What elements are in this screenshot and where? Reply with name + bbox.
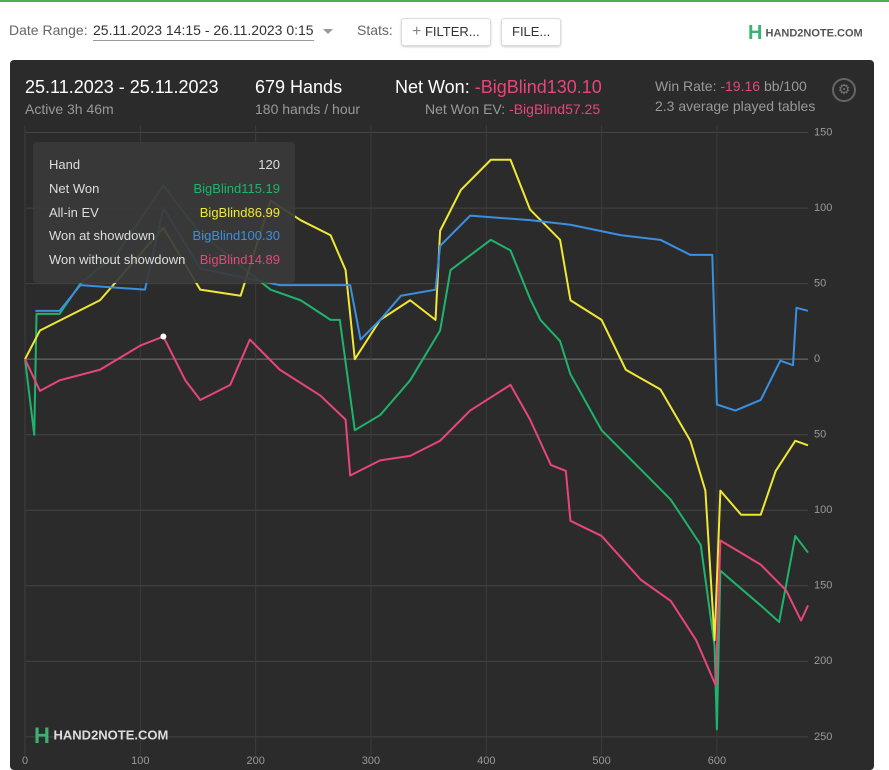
hands: 679 Hands [255, 77, 343, 97]
settings-button[interactable]: ⚙ [832, 78, 856, 102]
tooltip-series-value: BigBlind100.30 [192, 228, 280, 243]
net-won-ev: Net Won EV: -BigBlind57.25 [425, 101, 600, 117]
y-tick-label: 100 [814, 504, 832, 516]
x-tick-label: 400 [477, 755, 495, 765]
active-time: Active 3h 46m [25, 101, 114, 117]
date-range-label: Date Range: [9, 22, 88, 38]
y-tick-label: 100 [814, 202, 832, 214]
period: 25.11.2023 - 25.11.2023 [25, 77, 219, 97]
file-button[interactable]: FILE... [501, 18, 562, 46]
hover-dot [160, 333, 167, 340]
tooltip-hand: 120 [258, 157, 280, 172]
date-range-select[interactable]: 25.11.2023 14:15 - 26.11.2023 0:15 [93, 22, 314, 41]
net-won-value: -BigBlind130.10 [474, 77, 602, 97]
net-won: Net Won: -BigBlind130.10 [395, 77, 602, 98]
series-line [24, 335, 809, 687]
tooltip-hand-label: Hand [49, 157, 81, 172]
y-tick-label: 250 [814, 731, 832, 743]
x-tick-label: 200 [246, 755, 264, 765]
x-tick-label: 100 [131, 755, 149, 765]
tooltip-series-name: All-in EV [49, 204, 99, 220]
y-tick-label: 200 [814, 655, 832, 667]
net-won-label: Net Won: [395, 77, 470, 97]
stats-label: Stats: [357, 22, 393, 38]
caret-icon [323, 29, 333, 34]
tooltip-series-name: Net Won [49, 181, 100, 196]
x-tick-label: 0 [22, 755, 28, 765]
x-tick-label: 300 [362, 755, 380, 765]
hands-per-hour: 180 hands / hour [255, 101, 361, 117]
logo-text: HAND2NOTE.COM [765, 27, 863, 40]
x-tick-label: 600 [708, 755, 726, 765]
toolbar: Date Range: 25.11.2023 14:15 - 26.11.202… [0, 0, 889, 58]
tooltip-series-name: Won at showdown [49, 228, 155, 243]
watermark: H HAND2NOTE.COM [34, 723, 169, 748]
tooltip-series-value: BigBlind115.19 [193, 181, 281, 196]
tooltip-series-name: Won without showdown [49, 251, 186, 267]
win-rate-unit: bb/100 [763, 78, 807, 94]
watermark-text: HAND2NOTE.COM [53, 727, 169, 743]
y-tick-label: 150 [814, 126, 832, 138]
logo: H HAND2NOTE.COM [748, 22, 863, 44]
y-tick-label: 50 [814, 429, 826, 441]
x-tick-label: 500 [592, 755, 610, 765]
tooltip-series-value: BigBlind14.89 [199, 251, 280, 267]
net-won-ev-value: -BigBlind57.25 [509, 101, 601, 117]
win-rate-value: -19.16 [720, 78, 761, 94]
y-tick-label: 0 [814, 353, 820, 365]
y-tick-label: 150 [814, 580, 832, 592]
tooltip: Hand 120 Net Won BigBlind115.19 All-in EV B… [33, 142, 295, 283]
filter-text: FILTER... [424, 24, 480, 39]
net-won-ev-label: Net Won EV: [425, 101, 506, 117]
tables: 2.3 average played tables [655, 98, 816, 114]
y-tick-label: 50 [814, 278, 826, 290]
win-rate: Win Rate: -19.16 bb/100 [655, 78, 807, 94]
tooltip-series-value: BigBlind86.99 [199, 204, 280, 220]
win-rate-label: Win Rate: [655, 78, 717, 94]
filter-button[interactable]: + FILTER... [401, 18, 491, 46]
